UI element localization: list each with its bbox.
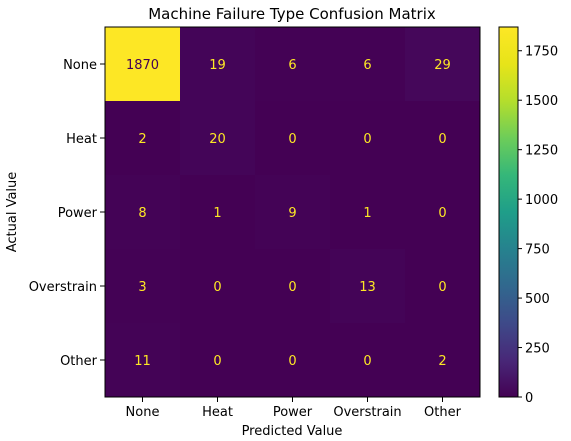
cell-value-r2-c2: 9 — [288, 206, 296, 221]
cell-value-r1-c4: 0 — [438, 132, 446, 147]
matrix-cell-r4-c3 — [330, 323, 406, 398]
matrix-cell-r2-c4 — [405, 175, 481, 250]
cell-value-r2-c4: 0 — [438, 206, 446, 221]
cell-value-r1-c0: 2 — [138, 132, 146, 147]
cell-value-r3-c0: 3 — [138, 280, 146, 295]
colorbar: 0 250 500 750 1000 1250 1500 1750 — [498, 26, 558, 406]
matrix-cell-r3-c1 — [180, 249, 256, 324]
colorbar-tick-label-3: 750 — [525, 243, 550, 258]
matrix-cell-r4-c0 — [105, 323, 181, 398]
matrix-cell-r1-c3 — [330, 101, 406, 176]
cell-value-r4-c4: 2 — [438, 354, 446, 369]
y-tick-label-4: Other — [60, 354, 98, 369]
cell-value-r0-c2: 6 — [288, 58, 296, 73]
matrix-cell-r4-c1 — [180, 323, 256, 398]
y-axis-ticks: None Heat Power Overstrain Other — [29, 58, 105, 369]
matrix-cell-r0-c0 — [105, 27, 181, 102]
x-tick-label-0: None — [126, 405, 160, 420]
cell-value-r1-c3: 0 — [363, 132, 371, 147]
cell-value-r2-c1: 1 — [213, 206, 221, 221]
cell-value-r4-c1: 0 — [213, 354, 221, 369]
y-axis-label: Actual Value — [5, 172, 20, 253]
cell-value-r0-c3: 6 — [363, 58, 371, 73]
matrix-cell-r1-c4 — [405, 101, 481, 176]
matrix-cell-r2-c2 — [255, 175, 331, 250]
matrix-cell-r2-c1 — [180, 175, 256, 250]
x-axis-label: Predicted Value — [242, 424, 343, 439]
matrix-cell-r4-c4 — [405, 323, 481, 398]
cell-value-r0-c1: 19 — [209, 58, 226, 73]
matrix-cell-r0-c3 — [330, 27, 406, 102]
x-tick-label-1: Heat — [202, 405, 233, 420]
x-tick-label-3: Overstrain — [333, 405, 401, 420]
cell-value-r3-c1: 0 — [213, 280, 221, 295]
colorbar-gradient — [498, 26, 519, 398]
matrix-cell-r1-c2 — [255, 101, 331, 176]
matrix-cell-r4-c2 — [255, 323, 331, 398]
y-tick-label-0: None — [63, 58, 97, 73]
cell-value-r0-c4: 29 — [434, 58, 451, 73]
y-tick-label-1: Heat — [66, 132, 97, 147]
x-tick-label-4: Other — [424, 405, 462, 420]
matrix-cell-r1-c0 — [105, 101, 181, 176]
cell-value-r1-c2: 0 — [288, 132, 296, 147]
cell-value-r2-c0: 8 — [138, 206, 146, 221]
cell-value-r3-c2: 0 — [288, 280, 296, 295]
colorbar-tick-label-1: 250 — [525, 342, 550, 357]
colorbar-tick-label-7: 1750 — [525, 45, 558, 60]
matrix-cell-r1-c1 — [180, 101, 256, 176]
cell-value-r4-c2: 0 — [288, 354, 296, 369]
cell-value-r4-c3: 0 — [363, 354, 371, 369]
matrix-cell-r3-c3 — [330, 249, 406, 324]
cell-value-r3-c3: 13 — [359, 280, 376, 295]
cell-value-r3-c4: 0 — [438, 280, 446, 295]
cell-value-r1-c1: 20 — [209, 132, 226, 147]
colorbar-tick-label-5: 1250 — [525, 144, 558, 159]
matrix-cell-r0-c1 — [180, 27, 256, 102]
matrix-cell-r3-c2 — [255, 249, 331, 324]
matrix-cell-r0-c2 — [255, 27, 331, 102]
cell-value-r4-c0: 11 — [134, 354, 151, 369]
colorbar-tick-label-0: 0 — [525, 391, 533, 406]
colorbar-tick-label-4: 1000 — [525, 193, 558, 208]
colorbar-tick-label-2: 500 — [525, 292, 550, 307]
colorbar-tick-label-6: 1500 — [525, 94, 558, 109]
y-tick-label-2: Power — [58, 206, 98, 221]
matrix-cell-r3-c0 — [105, 249, 181, 324]
cell-value-r0-c0: 1870 — [126, 58, 159, 73]
matrix-cell-r2-c3 — [330, 175, 406, 250]
x-axis-ticks: None Heat Power Overstrain Other — [126, 397, 462, 420]
matrix-plot-area: 1870 19 6 6 292 20 0 0 08 1 9 1 03 0 0 13 011 0 0 0 2 — [105, 27, 481, 398]
matrix-cell-r2-c0 — [105, 175, 181, 250]
cell-value-r2-c3: 1 — [363, 206, 371, 221]
x-tick-label-2: Power — [273, 405, 313, 420]
chart-title: Machine Failure Type Confusion Matrix — [148, 5, 436, 23]
y-tick-label-3: Overstrain — [29, 280, 97, 295]
matrix-cell-r0-c4 — [405, 27, 481, 102]
matrix-cell-r3-c4 — [405, 249, 481, 324]
